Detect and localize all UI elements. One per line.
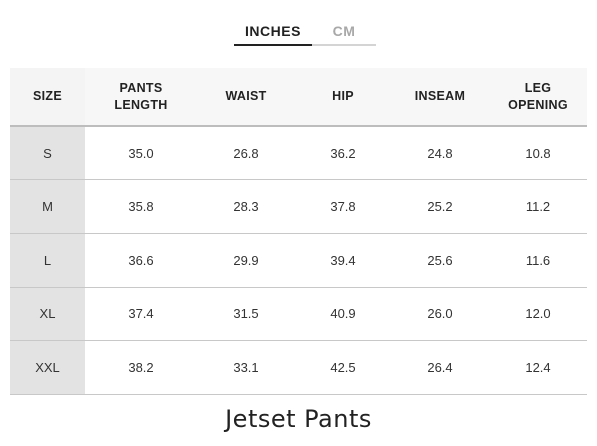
cell-hip: 36.2 [295, 126, 391, 181]
tab-inches[interactable]: INCHES [234, 18, 312, 46]
cell-size: M [10, 179, 85, 234]
header-size: SIZE [10, 68, 85, 127]
cell-size: XL [10, 287, 85, 342]
cell-waist: 31.5 [197, 287, 295, 342]
header-hip: HIP [295, 68, 391, 127]
cell-waist: 33.1 [197, 340, 295, 395]
cell-size: S [10, 126, 85, 181]
cell-inseam: 25.2 [391, 179, 489, 234]
table-row: XL 37.4 31.5 40.9 26.0 12.0 [10, 287, 587, 342]
header-leg-opening: LEG OPENING [489, 68, 587, 127]
cell-size: XXL [10, 340, 85, 395]
cell-pants-length: 38.2 [85, 340, 197, 395]
product-title: Jetset Pants [225, 405, 372, 433]
cell-pants-length: 35.8 [85, 179, 197, 234]
tab-cm[interactable]: CM [312, 18, 376, 46]
cell-waist: 29.9 [197, 233, 295, 288]
cell-leg-opening: 11.2 [489, 179, 587, 234]
cell-leg-opening: 12.4 [489, 340, 587, 395]
cell-leg-opening: 10.8 [489, 126, 587, 181]
cell-inseam: 24.8 [391, 126, 489, 181]
header-pants-length: PANTS LENGTH [85, 68, 197, 127]
cell-inseam: 26.4 [391, 340, 489, 395]
cell-inseam: 26.0 [391, 287, 489, 342]
table-header-row: SIZE PANTS LENGTH WAIST HIP INSEAM LEG OPE… [10, 68, 587, 127]
cell-hip: 42.5 [295, 340, 391, 395]
size-chart-table: SIZE PANTS LENGTH WAIST HIP INSEAM LEG OPE… [10, 68, 587, 395]
header-inseam: INSEAM [391, 68, 489, 127]
cell-waist: 26.8 [197, 126, 295, 181]
cell-inseam: 25.6 [391, 233, 489, 288]
cell-pants-length: 36.6 [85, 233, 197, 288]
cell-size: L [10, 233, 85, 288]
table-body: S 35.0 26.8 36.2 24.8 10.8 M 35.8 28.3 37.8 25.2 11… [10, 126, 587, 395]
cell-leg-opening: 11.6 [489, 233, 587, 288]
table-row: XXL 38.2 33.1 42.5 26.4 12.4 [10, 340, 587, 395]
cell-waist: 28.3 [197, 179, 295, 234]
table-row: M 35.8 28.3 37.8 25.2 11.2 [10, 179, 587, 234]
cell-pants-length: 35.0 [85, 126, 197, 181]
cell-hip: 40.9 [295, 287, 391, 342]
cell-hip: 37.8 [295, 179, 391, 234]
unit-toggle: INCHES CM [234, 18, 376, 48]
table-row: S 35.0 26.8 36.2 24.8 10.8 [10, 126, 587, 181]
header-waist: WAIST [197, 68, 295, 127]
table-row: L 36.6 29.9 39.4 25.6 11.6 [10, 233, 587, 288]
cell-pants-length: 37.4 [85, 287, 197, 342]
cell-hip: 39.4 [295, 233, 391, 288]
cell-leg-opening: 12.0 [489, 287, 587, 342]
